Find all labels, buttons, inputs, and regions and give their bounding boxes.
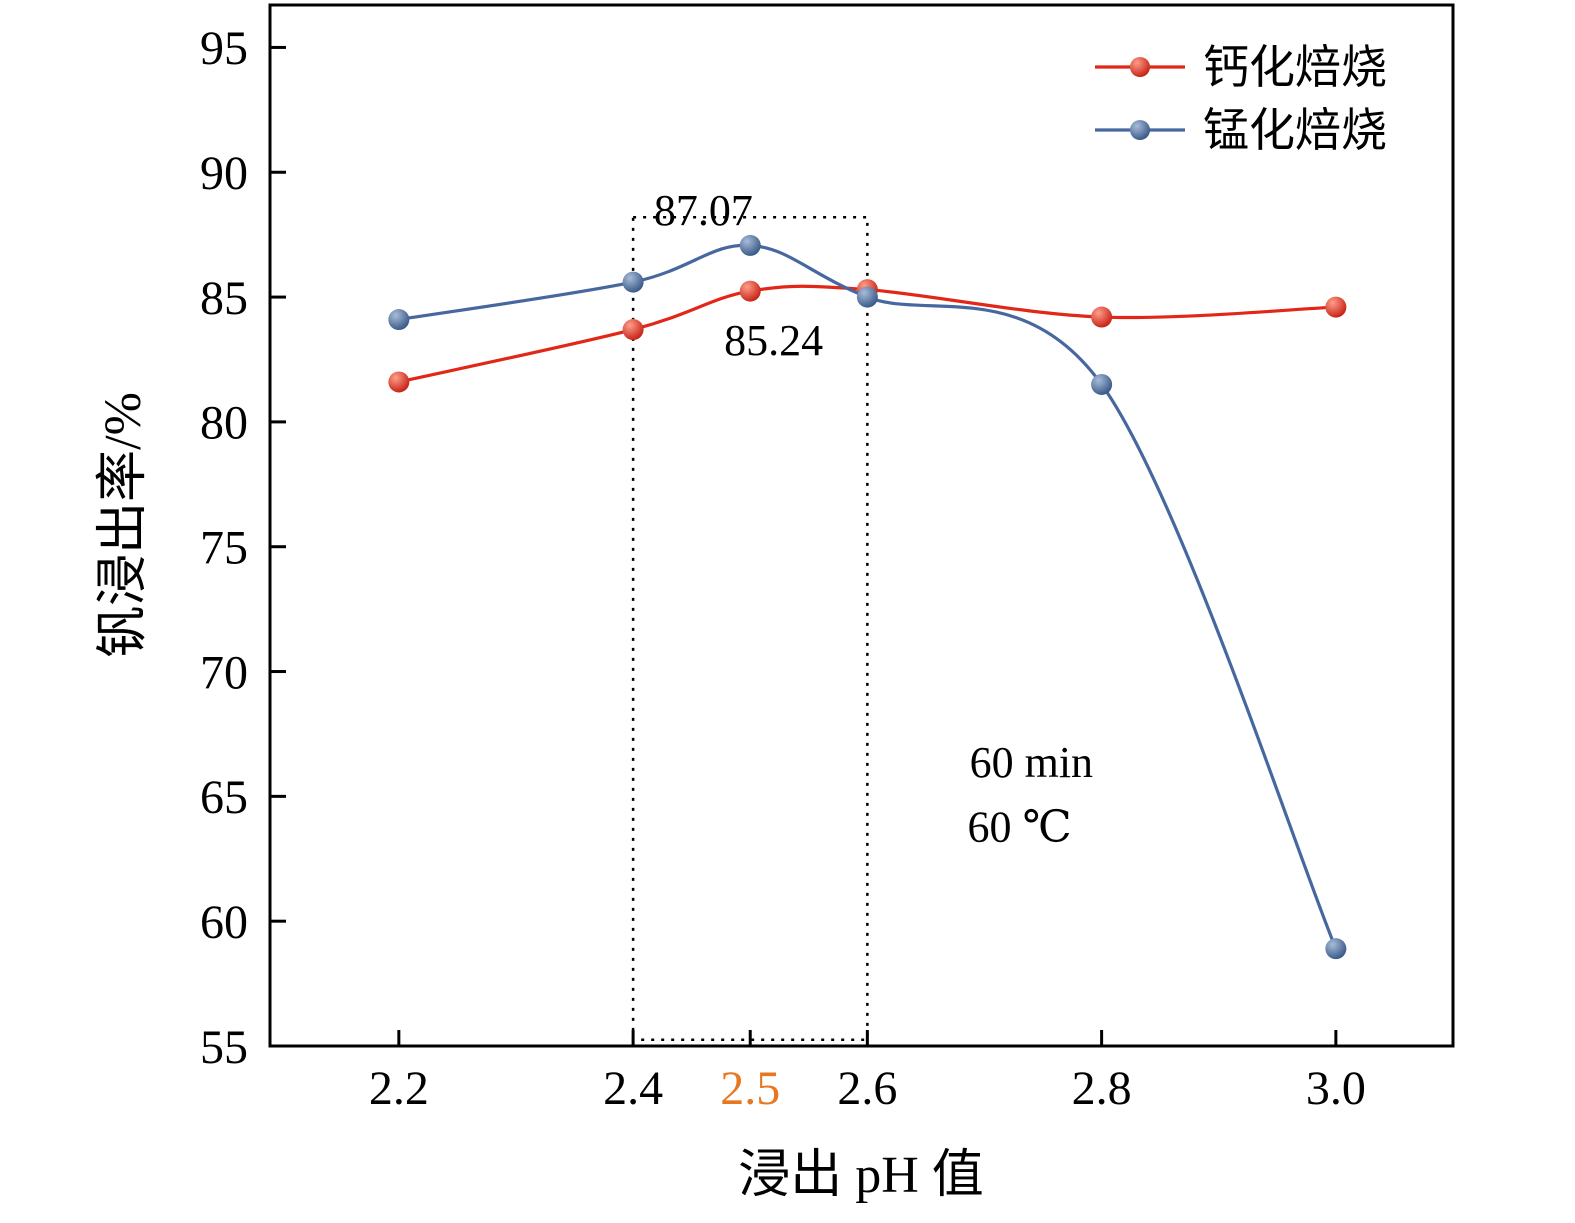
- data-point: [388, 371, 410, 393]
- y-tick-label: 70: [200, 646, 248, 699]
- y-tick-label: 60: [200, 896, 248, 949]
- annotation: 60 min: [970, 738, 1093, 787]
- data-point: [1091, 306, 1113, 328]
- legend-item-label: 锰化焙烧: [1203, 105, 1387, 156]
- plot-border: [268, 3, 1455, 1048]
- x-tick-label: 2.8: [1072, 1062, 1132, 1115]
- data-point: [622, 271, 644, 293]
- x-tick-label: 2.4: [603, 1062, 663, 1115]
- y-tick-label: 65: [200, 771, 248, 824]
- y-tick-label: 90: [200, 147, 248, 200]
- data-point: [1325, 938, 1347, 960]
- y-tick-label: 85: [200, 272, 248, 325]
- series-line-calcification-roasting: [398, 284, 1336, 384]
- annotation: 85.24: [724, 316, 823, 365]
- y-tick-label: 55: [200, 1021, 248, 1074]
- y-tick-label: 80: [200, 397, 248, 450]
- x-tick-label: 2.6: [837, 1062, 897, 1115]
- x-tick-label: 3.0: [1306, 1062, 1366, 1115]
- data-point: [739, 234, 761, 256]
- x-tick-label: 2.5: [720, 1062, 780, 1115]
- data-point: [622, 319, 644, 341]
- legend-marker: [1130, 57, 1150, 77]
- legend-marker: [1130, 120, 1150, 140]
- data-point: [388, 309, 410, 331]
- x-axis-title: 浸出 pH 值: [738, 1147, 984, 1204]
- y-axis-title: 钒浸出率/%: [95, 392, 152, 658]
- data-point: [1091, 373, 1113, 395]
- annotation: 60 ℃: [968, 803, 1072, 852]
- annotation: 87.07: [654, 186, 753, 235]
- legend-item-label: 钙化焙烧: [1203, 42, 1387, 93]
- x-tick-label: 2.2: [369, 1062, 429, 1115]
- data-point: [739, 280, 761, 302]
- highlight-box: [631, 215, 869, 1042]
- y-tick-label: 75: [200, 522, 248, 575]
- plot-area: 55 60 65 70 75 80 85 90 95 2.2 2.4 2.5 2.6 2.8 3.0 钙化焙烧…: [200, 3, 1455, 1115]
- y-tick-label: 95: [200, 22, 248, 75]
- data-point: [856, 286, 878, 308]
- data-point: [1325, 296, 1347, 318]
